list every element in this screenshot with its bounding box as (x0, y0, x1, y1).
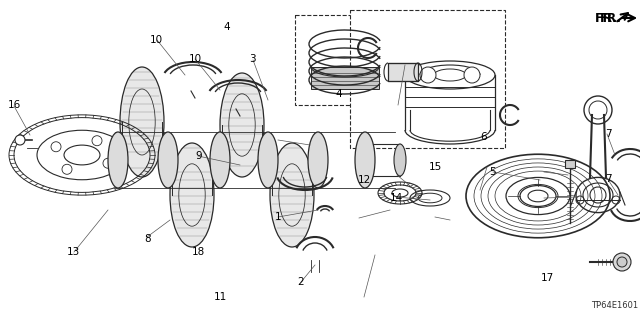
Ellipse shape (355, 132, 375, 188)
Text: FR.: FR. (600, 11, 622, 25)
Ellipse shape (120, 67, 164, 177)
Ellipse shape (394, 144, 406, 176)
Text: 10: 10 (189, 54, 202, 64)
Ellipse shape (308, 132, 328, 188)
Ellipse shape (220, 73, 264, 177)
Bar (350, 10, 505, 148)
Text: 10: 10 (150, 35, 163, 45)
Circle shape (103, 158, 113, 168)
Ellipse shape (270, 143, 314, 247)
Text: 7: 7 (605, 174, 611, 184)
Text: 4: 4 (336, 89, 342, 99)
Text: 9: 9 (195, 151, 202, 161)
Ellipse shape (220, 73, 264, 177)
Ellipse shape (170, 143, 214, 247)
Text: TP64E1601: TP64E1601 (591, 301, 638, 310)
Ellipse shape (158, 132, 178, 188)
Ellipse shape (258, 132, 278, 188)
Text: 12: 12 (358, 175, 371, 185)
Ellipse shape (270, 143, 314, 247)
Ellipse shape (210, 132, 230, 188)
Circle shape (92, 136, 102, 146)
Circle shape (617, 257, 627, 267)
Text: 15: 15 (429, 162, 442, 173)
Text: 5: 5 (490, 167, 496, 177)
Text: 8: 8 (144, 234, 150, 244)
Text: 4: 4 (224, 22, 230, 32)
Text: 16: 16 (8, 100, 20, 110)
Circle shape (62, 164, 72, 174)
Text: 2: 2 (298, 277, 304, 287)
Bar (295, 15, 395, 105)
Text: 1: 1 (275, 212, 282, 222)
Circle shape (15, 135, 25, 145)
Text: 7: 7 (605, 129, 611, 139)
Ellipse shape (170, 143, 214, 247)
Circle shape (613, 253, 631, 271)
Text: 3: 3 (250, 54, 256, 64)
Bar (565, 160, 575, 168)
Text: 13: 13 (67, 247, 80, 257)
Text: 11: 11 (214, 292, 227, 302)
Text: 14: 14 (390, 193, 403, 203)
Text: 17: 17 (541, 272, 554, 283)
Bar (311, 67, 379, 89)
Text: 18: 18 (192, 247, 205, 257)
Text: FR.: FR. (595, 11, 618, 25)
Ellipse shape (120, 67, 164, 177)
Text: 6: 6 (480, 132, 486, 142)
Circle shape (51, 142, 61, 152)
Ellipse shape (108, 132, 128, 188)
Bar (388, 63, 418, 81)
Circle shape (420, 67, 436, 83)
Circle shape (464, 67, 480, 83)
